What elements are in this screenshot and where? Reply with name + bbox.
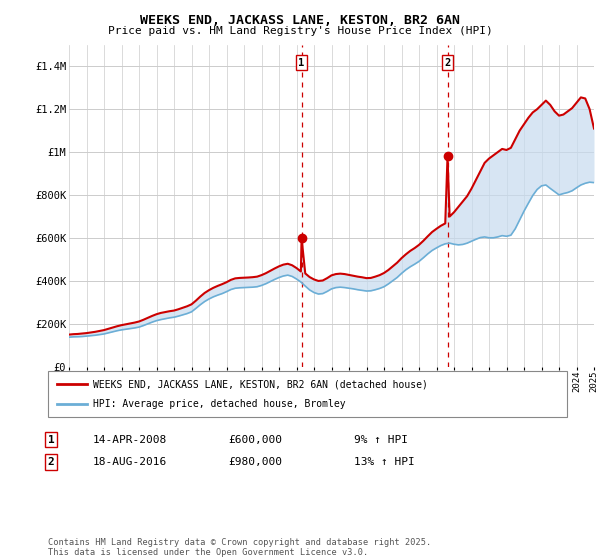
Text: Price paid vs. HM Land Registry's House Price Index (HPI): Price paid vs. HM Land Registry's House … (107, 26, 493, 36)
Text: 18-AUG-2016: 18-AUG-2016 (93, 457, 167, 467)
Text: 1: 1 (47, 435, 55, 445)
Text: £980,000: £980,000 (228, 457, 282, 467)
Text: 9% ↑ HPI: 9% ↑ HPI (354, 435, 408, 445)
Text: WEEKS END, JACKASS LANE, KESTON, BR2 6AN: WEEKS END, JACKASS LANE, KESTON, BR2 6AN (140, 14, 460, 27)
Text: 2: 2 (47, 457, 55, 467)
Text: WEEKS END, JACKASS LANE, KESTON, BR2 6AN (detached house): WEEKS END, JACKASS LANE, KESTON, BR2 6AN… (93, 379, 428, 389)
Text: 2: 2 (445, 58, 451, 68)
Text: Contains HM Land Registry data © Crown copyright and database right 2025.
This d: Contains HM Land Registry data © Crown c… (48, 538, 431, 557)
Text: 13% ↑ HPI: 13% ↑ HPI (354, 457, 415, 467)
Text: HPI: Average price, detached house, Bromley: HPI: Average price, detached house, Brom… (93, 399, 346, 409)
Text: 1: 1 (298, 58, 305, 68)
Text: £600,000: £600,000 (228, 435, 282, 445)
Text: 14-APR-2008: 14-APR-2008 (93, 435, 167, 445)
